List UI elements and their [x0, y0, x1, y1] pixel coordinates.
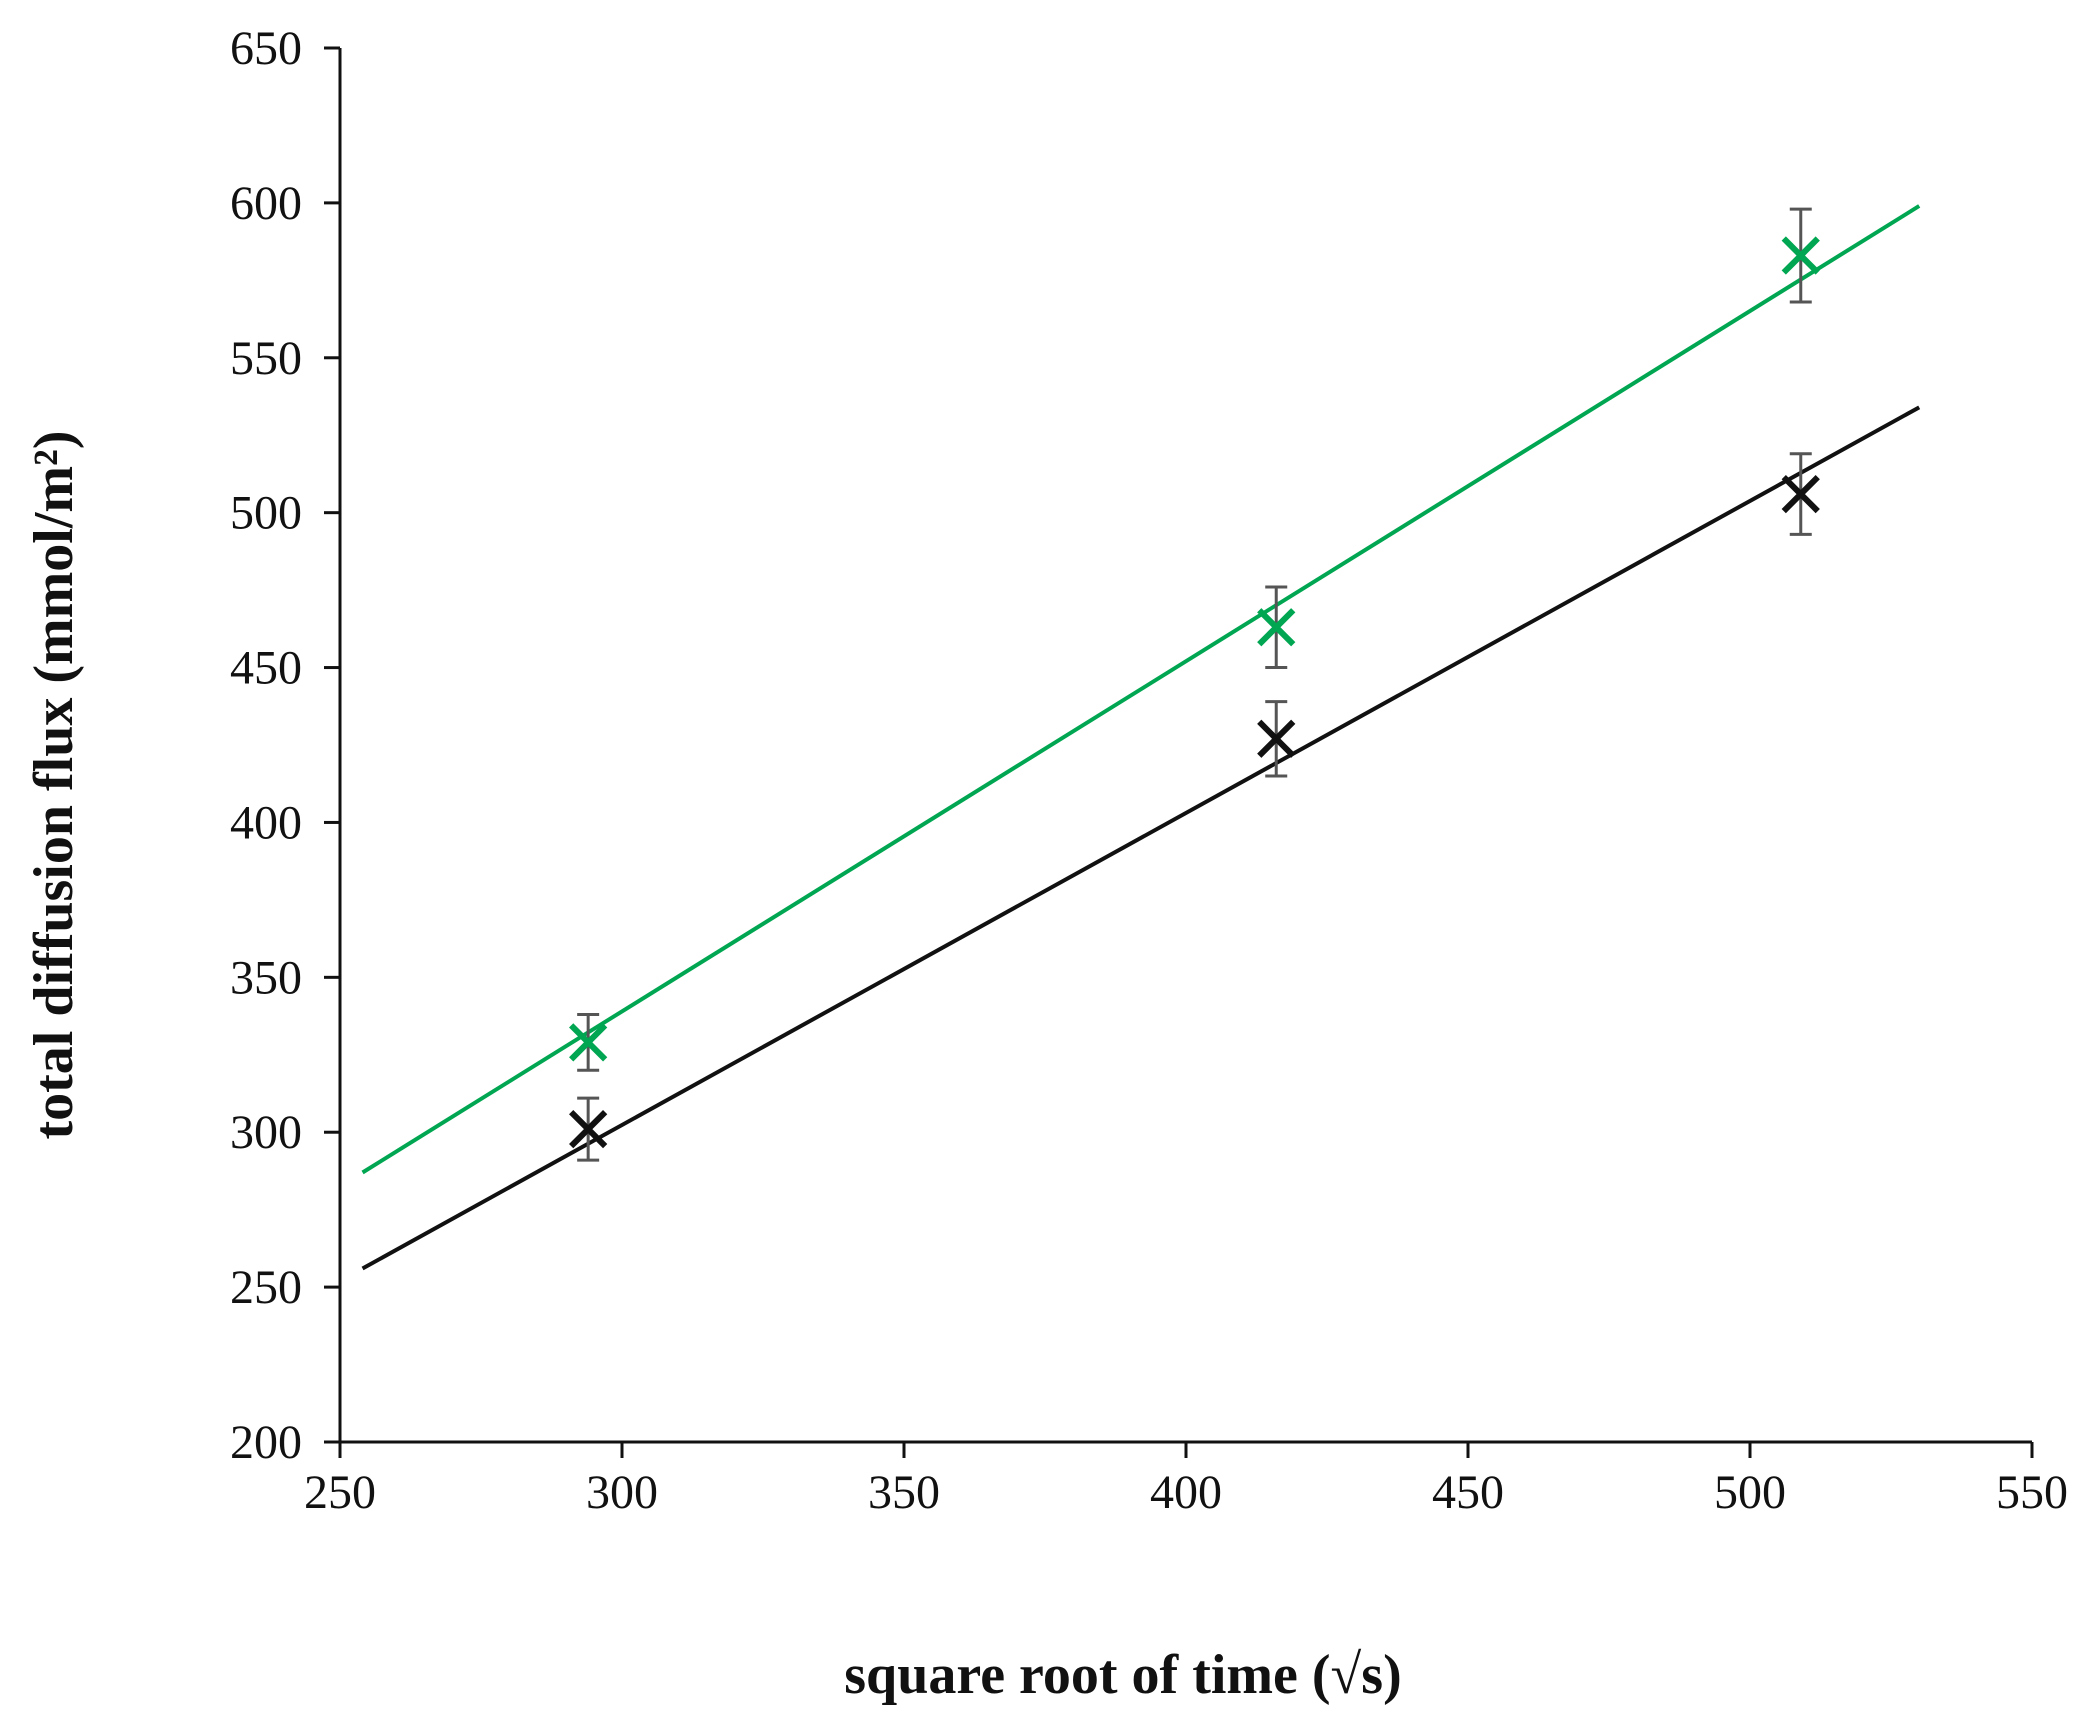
y-axis-title: total diffusion flux (mmol/m²)	[23, 431, 85, 1140]
y-tick-label: 250	[230, 1261, 302, 1314]
x-tick-label: 400	[1150, 1466, 1222, 1519]
y-tick-label: 500	[230, 487, 302, 540]
data-point-x-marker	[569, 1023, 608, 1062]
x-marker-stroke	[569, 1110, 608, 1149]
y-tick-label: 650	[230, 22, 302, 75]
x-tick-label: 300	[586, 1466, 658, 1519]
x-marker-stroke	[1781, 474, 1820, 514]
y-tick-label: 400	[230, 796, 302, 849]
data-markers	[569, 236, 1820, 1149]
data-point-x-marker	[1781, 474, 1820, 514]
data-point-x-marker	[1257, 608, 1296, 647]
y-tick-label: 600	[230, 177, 302, 230]
x-marker-stroke	[569, 1023, 608, 1062]
trendline-series-1	[361, 204, 1921, 1175]
x-tick-label: 250	[304, 1466, 376, 1519]
x-marker-stroke	[1781, 236, 1820, 275]
trendlines	[361, 204, 1921, 1271]
x-axis-title: square root of time (√s)	[844, 1644, 1401, 1706]
data-point-x-marker	[1257, 719, 1296, 758]
y-tick-label: 300	[230, 1106, 302, 1159]
y-tick-label: 450	[230, 642, 302, 695]
x-marker-stroke	[1257, 608, 1296, 647]
data-point-x-marker	[569, 1110, 608, 1149]
x-tick-label: 350	[868, 1466, 940, 1519]
y-tick-label: 350	[230, 951, 302, 1004]
data-point-x-marker	[1781, 236, 1820, 275]
error-bars	[577, 207, 1812, 1162]
x-marker-stroke	[1257, 719, 1296, 758]
x-tick-label: 450	[1432, 1466, 1504, 1519]
trendline-series-2	[361, 405, 1921, 1271]
y-tick-label: 550	[230, 332, 302, 385]
y-tick-label: 200	[230, 1416, 302, 1469]
x-tick-label: 550	[1996, 1466, 2068, 1519]
x-tick-label: 500	[1714, 1466, 1786, 1519]
